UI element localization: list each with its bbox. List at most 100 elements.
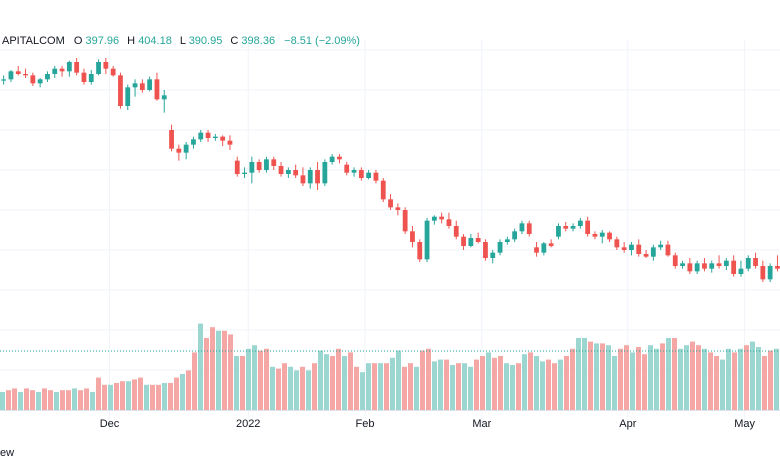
candle-body <box>125 87 131 106</box>
volume-bar <box>288 366 293 410</box>
volume-bar <box>228 334 233 410</box>
candle-body <box>577 220 583 226</box>
volume-bar <box>750 341 755 410</box>
volume-bar <box>756 347 761 410</box>
volume-bar <box>438 359 443 410</box>
volume-bar <box>30 390 35 410</box>
candle-body <box>264 159 269 170</box>
candle-body <box>599 232 605 237</box>
x-tick-label: Apr <box>619 418 636 430</box>
legend-low-value: 390.95 <box>189 35 223 47</box>
candle-body <box>504 239 510 242</box>
candle-body <box>672 255 678 266</box>
candle-body <box>424 220 430 260</box>
volume-bar <box>12 388 17 410</box>
x-tick-label: May <box>734 418 755 430</box>
candle-body <box>147 79 153 90</box>
legend-ohlc: APITALCOM O 397.96 H 404.18 L 390.95 C 3… <box>2 35 360 47</box>
candle-body <box>592 234 598 237</box>
volume-bar <box>564 356 569 410</box>
volume-bar <box>90 392 95 410</box>
volume-bar <box>576 338 581 410</box>
volume-bar <box>726 348 731 410</box>
candle-body <box>249 162 255 173</box>
candle-body <box>702 263 707 269</box>
volume-bar <box>162 383 167 410</box>
candle-body <box>461 236 466 246</box>
volume-bar <box>24 388 29 410</box>
volume-bar <box>150 384 155 410</box>
volume-bar <box>360 372 365 410</box>
volume-bar <box>450 365 455 410</box>
volume-bar <box>348 352 353 410</box>
volume-bar <box>696 345 701 410</box>
volume-bar <box>336 348 341 410</box>
candle-body <box>607 232 612 240</box>
candle-body <box>483 242 488 258</box>
volume-bar <box>78 390 83 410</box>
volume-bar <box>60 390 65 410</box>
candle-body <box>431 216 437 221</box>
candle-body <box>658 244 664 248</box>
watermark-text: ew <box>0 447 14 459</box>
candle-body <box>198 132 204 140</box>
candle-body <box>307 170 313 184</box>
volume-bar <box>144 384 149 410</box>
candle-body <box>643 254 649 257</box>
candle-body <box>183 144 189 153</box>
volume-bar <box>684 345 689 410</box>
legend-close-label: C <box>230 35 238 47</box>
volume-bar <box>474 359 479 410</box>
volume-bar <box>246 348 251 410</box>
candle-body <box>650 247 656 257</box>
volume-bar <box>186 370 191 410</box>
volume-bar <box>486 352 491 410</box>
legend-high-label: H <box>127 35 135 47</box>
volume-bar <box>546 359 551 410</box>
volume-bar <box>258 350 263 410</box>
candle-body <box>395 207 401 210</box>
volume-bar <box>552 363 557 410</box>
volume-bar <box>600 343 605 410</box>
volume-bar <box>642 354 647 410</box>
volume-bar <box>96 377 101 410</box>
volume-bar <box>306 370 311 410</box>
volume-bar <box>294 370 299 410</box>
candle-body <box>716 263 722 266</box>
volume-bar <box>330 356 335 410</box>
candle-body <box>118 75 123 106</box>
volume-bar <box>198 323 203 410</box>
volume-bar <box>654 348 659 410</box>
candle-body <box>242 172 247 174</box>
volume-bar <box>276 368 281 410</box>
volume-bar <box>606 345 611 410</box>
candle-body <box>30 75 36 84</box>
volume-bar <box>264 348 269 410</box>
candle-body <box>585 220 591 234</box>
volume-bar <box>498 356 503 410</box>
candle-body <box>205 132 211 138</box>
candle-body <box>410 231 415 242</box>
candle-body <box>373 172 379 181</box>
legend-close-value: 398.36 <box>241 35 275 47</box>
candle-body <box>731 260 737 274</box>
volume-bar <box>708 352 713 410</box>
volume-bar <box>432 361 437 410</box>
candle-body <box>738 268 744 274</box>
volume-bar <box>222 330 227 410</box>
candle-body <box>285 170 291 174</box>
volume-bar <box>102 384 107 410</box>
candle-body <box>548 243 554 246</box>
candle-body <box>220 136 226 141</box>
volume-bar <box>510 365 515 410</box>
candle-body <box>767 266 773 280</box>
candle-body <box>278 166 284 174</box>
candle-body <box>753 258 758 266</box>
candle-body <box>468 238 474 246</box>
volume-bar <box>570 348 575 410</box>
candle-body <box>74 62 80 73</box>
legend-high-value: 404.18 <box>138 35 172 47</box>
volume-bar <box>612 356 617 410</box>
volume-bar <box>156 384 161 410</box>
